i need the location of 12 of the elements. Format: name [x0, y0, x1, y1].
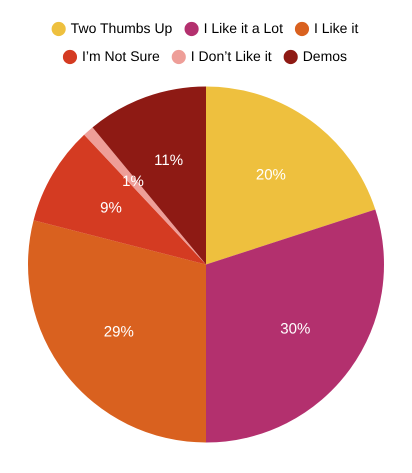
data-label: 9% — [100, 199, 122, 216]
legend-label: I’m Not Sure — [82, 48, 160, 64]
legend-label: Demos — [302, 48, 348, 64]
legend-label: Two Thumbs Up — [70, 20, 173, 36]
legend-label: I Like it a Lot — [204, 20, 284, 36]
data-label: 11% — [154, 152, 184, 169]
data-label: 30% — [280, 320, 310, 338]
legend-label: I Like it — [314, 20, 358, 36]
legend-label: I Don’t Like it — [190, 48, 272, 64]
data-label: 29% — [104, 323, 134, 340]
data-label: 1% — [122, 172, 144, 190]
data-label: 20% — [256, 166, 286, 184]
